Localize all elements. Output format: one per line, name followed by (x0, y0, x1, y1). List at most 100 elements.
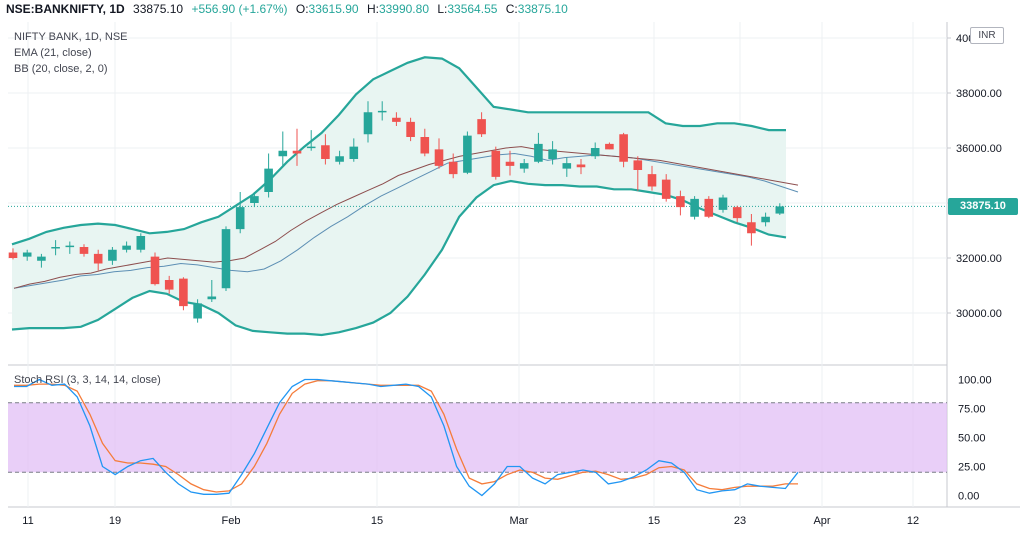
candle (519, 159, 529, 173)
candle (250, 192, 259, 208)
candle-body (477, 119, 486, 135)
candle-body (605, 143, 614, 150)
candle (79, 244, 89, 257)
candle-body (761, 216, 770, 223)
candle-body (562, 163, 572, 169)
date-tick-label: 15 (371, 515, 383, 527)
candle (392, 112, 401, 126)
candle-body (434, 149, 444, 166)
candle-body (775, 206, 785, 214)
candle (718, 194, 728, 213)
candle-body (235, 207, 245, 230)
candle-body (619, 134, 628, 162)
candle-body (420, 137, 430, 154)
candle (179, 277, 188, 311)
candle (661, 174, 671, 202)
symbol-label[interactable]: NSE:BANKNIFTY, 1D (6, 2, 125, 16)
legend-title[interactable]: NIFTY BANK, 1D, NSE (14, 31, 128, 43)
price-change: +556.90 (+1.67%) (191, 2, 288, 16)
candle-body (150, 256, 160, 285)
candle-body (22, 252, 32, 257)
candle (761, 212, 770, 227)
candle-body (406, 121, 415, 137)
candle-body (690, 198, 699, 217)
price-tick-label: 38000.00 (956, 88, 1002, 100)
candle-body (292, 150, 302, 154)
legend-stoch-rsi[interactable]: Stoch RSI (3, 3, 14, 14, close) (14, 374, 161, 386)
candle-body (463, 135, 472, 173)
stoch-d-line (14, 380, 798, 493)
candle (278, 131, 288, 168)
candle (22, 249, 32, 261)
candle-body (221, 229, 231, 289)
price-tick-label: 30000.00 (956, 308, 1002, 320)
stoch-tick-label: 100.00 (958, 375, 992, 387)
candle (576, 159, 586, 175)
candle-body (576, 164, 586, 168)
candle (207, 280, 217, 302)
candle (605, 142, 614, 150)
candle (164, 275, 174, 294)
candle-body (377, 110, 387, 113)
candle-body (392, 117, 401, 122)
candle (732, 205, 742, 223)
bb-lower-line (11, 179, 787, 337)
candle-body (51, 247, 60, 249)
candle (363, 101, 373, 143)
legend-bb[interactable]: BB (20, close, 2, 0) (14, 63, 108, 75)
candle (491, 146, 501, 180)
candle-body (37, 256, 46, 261)
bb-fill (12, 57, 786, 336)
date-tick-label: 23 (734, 515, 746, 527)
candle (690, 196, 699, 220)
candle-body (448, 161, 458, 175)
candle-body (519, 163, 529, 169)
open-value: 33615.90 (308, 2, 359, 16)
candle (420, 128, 430, 157)
candle-body (278, 150, 288, 157)
candle-body (207, 296, 217, 300)
candle-body (534, 143, 543, 162)
candle-body (676, 196, 685, 208)
candle-body (718, 197, 728, 210)
open-label: O: (295, 2, 309, 16)
stoch-tick-label: 75.00 (958, 404, 986, 416)
date-tick-label: 19 (109, 515, 121, 527)
price-tick-label: 36000.00 (956, 143, 1002, 155)
close-label: C: (505, 2, 518, 16)
stoch-tick-label: 50.00 (958, 433, 986, 445)
candle (193, 299, 202, 323)
candle (619, 132, 628, 168)
candle-body (122, 245, 131, 250)
candle (647, 165, 657, 191)
legend-ema[interactable]: EMA (21, close) (14, 47, 92, 59)
bb-basis-line (13, 152, 799, 289)
candle-body (164, 280, 174, 290)
candle-body (193, 303, 202, 319)
candle-body (349, 146, 359, 159)
candle (590, 142, 600, 159)
candle-body (264, 168, 273, 192)
date-tick-label: 15 (648, 515, 660, 527)
high-value: 33990.80 (378, 2, 429, 16)
candle (505, 150, 515, 176)
candle-body (491, 150, 501, 177)
bb-upper-line (11, 56, 786, 246)
candle (150, 252, 160, 286)
candle-body (747, 222, 756, 234)
last-price: 33875.10 (133, 2, 184, 16)
candle (463, 131, 472, 175)
candle-body (306, 146, 316, 149)
currency-badge[interactable]: INR (970, 27, 1004, 44)
candle-body (79, 247, 89, 254)
candle-body (93, 253, 103, 264)
candle-body (704, 198, 714, 217)
date-tick-label: 12 (907, 515, 919, 527)
candle (534, 132, 543, 164)
candle (448, 153, 458, 179)
candle-body (647, 174, 657, 187)
candle-body (250, 196, 259, 203)
candle (306, 130, 316, 151)
candle (108, 247, 117, 265)
